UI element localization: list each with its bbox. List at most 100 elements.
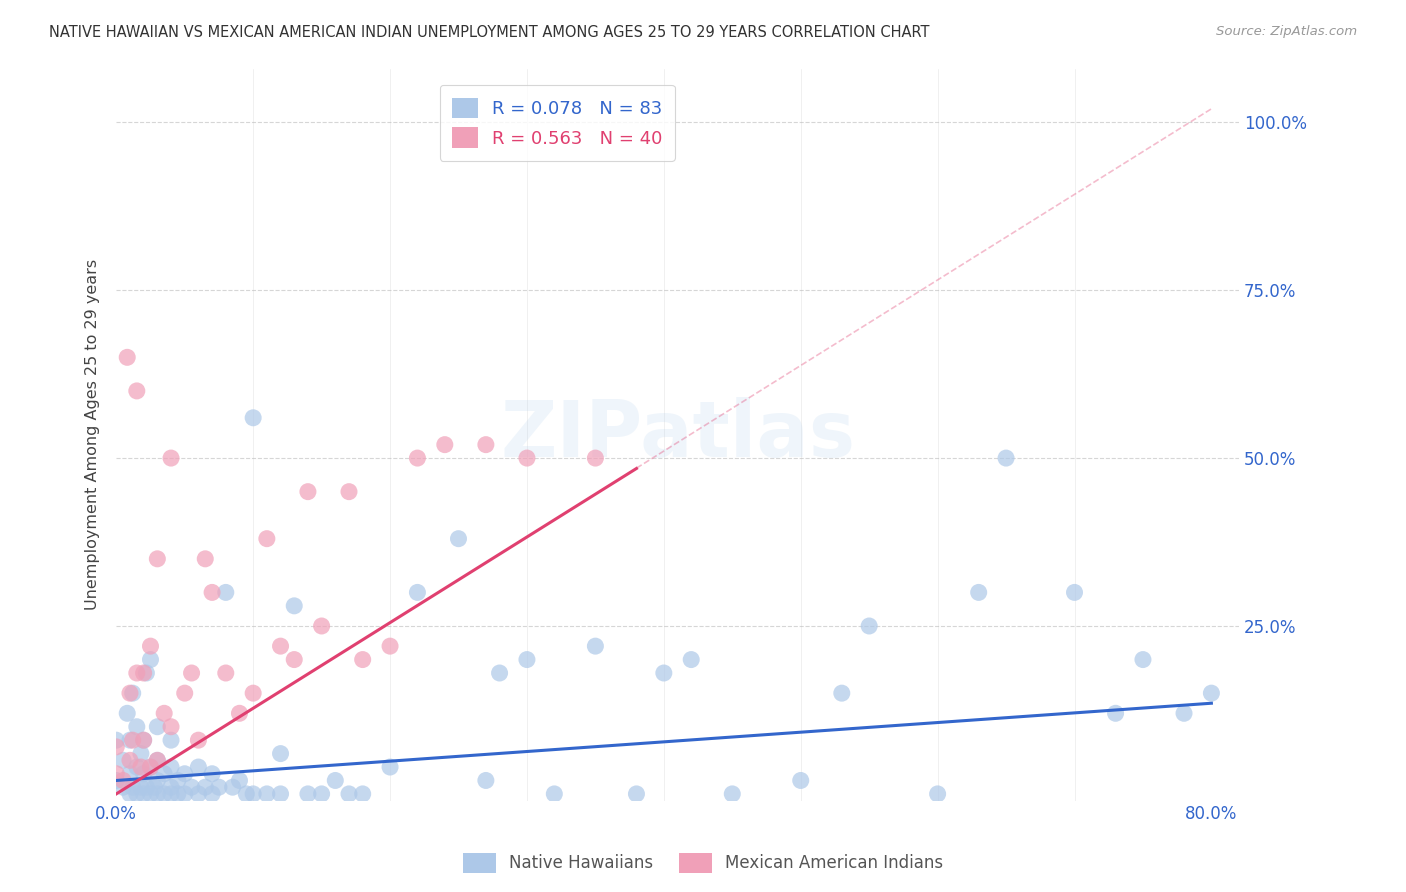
Point [146,773,169,788]
Point [270,639,292,653]
Point [153,787,176,801]
Point [235,787,257,801]
Point [118,787,141,801]
Text: ZIPatlas: ZIPatlas [501,397,855,473]
Point [215,585,238,599]
Point [378,760,401,774]
Point [129,760,152,774]
Point [311,619,333,633]
Point [323,773,346,788]
Point [652,665,675,680]
Point [173,686,195,700]
Point [153,706,176,721]
Point [180,780,202,794]
Point [270,747,292,761]
Point [132,733,155,747]
Point [115,706,138,721]
Point [146,551,169,566]
Point [433,437,456,451]
Point [187,733,209,747]
Point [146,720,169,734]
Point [242,410,264,425]
Point [297,787,319,801]
Point [105,739,128,754]
Point [115,351,138,365]
Point [256,787,278,801]
Point [135,665,157,680]
Point [995,451,1018,466]
Text: NATIVE HAWAIIAN VS MEXICAN AMERICAN INDIAN UNEMPLOYMENT AMONG AGES 25 TO 29 YEAR: NATIVE HAWAIIAN VS MEXICAN AMERICAN INDI… [49,25,929,40]
Point [125,665,148,680]
Point [831,686,853,700]
Point [1132,652,1154,666]
Point [160,451,183,466]
Point [146,787,169,801]
Point [118,753,141,767]
Point [543,787,565,801]
Point [180,665,202,680]
Point [129,780,152,794]
Point [337,787,360,801]
Point [132,733,155,747]
Point [242,787,264,801]
Point [167,787,190,801]
Point [352,652,374,666]
Point [121,686,143,700]
Point [125,384,148,398]
Point [681,652,703,666]
Point [516,652,538,666]
Point [125,760,148,774]
Point [194,551,217,566]
Point [201,766,224,780]
Point [583,639,606,653]
Point [194,780,217,794]
Legend: Native Hawaiians, Mexican American Indians: Native Hawaiians, Mexican American India… [456,847,950,880]
Point [208,780,231,794]
Point [270,787,292,801]
Point [132,787,155,801]
Point [858,619,880,633]
Point [475,437,498,451]
Point [297,484,319,499]
Point [135,780,157,794]
Point [105,733,128,747]
Point [1201,686,1223,700]
Point [516,451,538,466]
Point [160,733,183,747]
Point [167,773,190,788]
Point [721,787,744,801]
Point [121,780,143,794]
Point [311,787,333,801]
Point [118,733,141,747]
Point [228,706,250,721]
Point [201,585,224,599]
Point [153,766,176,780]
Point [378,639,401,653]
Point [112,773,135,788]
Point [146,753,169,767]
Point [146,753,169,767]
Point [583,451,606,466]
Legend: R = 0.078   N = 83, R = 0.563   N = 40: R = 0.078 N = 83, R = 0.563 N = 40 [440,85,675,161]
Point [626,787,648,801]
Point [406,451,429,466]
Point [105,773,128,788]
Point [160,720,183,734]
Point [112,753,135,767]
Point [121,733,143,747]
Point [1063,585,1085,599]
Point [118,686,141,700]
Point [132,766,155,780]
Point [488,665,510,680]
Point [160,760,183,774]
Point [1104,706,1126,721]
Point [139,760,162,774]
Point [118,766,141,780]
Point [256,532,278,546]
Point [143,780,166,794]
Point [105,766,128,780]
Point [173,766,195,780]
Point [406,585,429,599]
Point [139,652,162,666]
Point [173,787,195,801]
